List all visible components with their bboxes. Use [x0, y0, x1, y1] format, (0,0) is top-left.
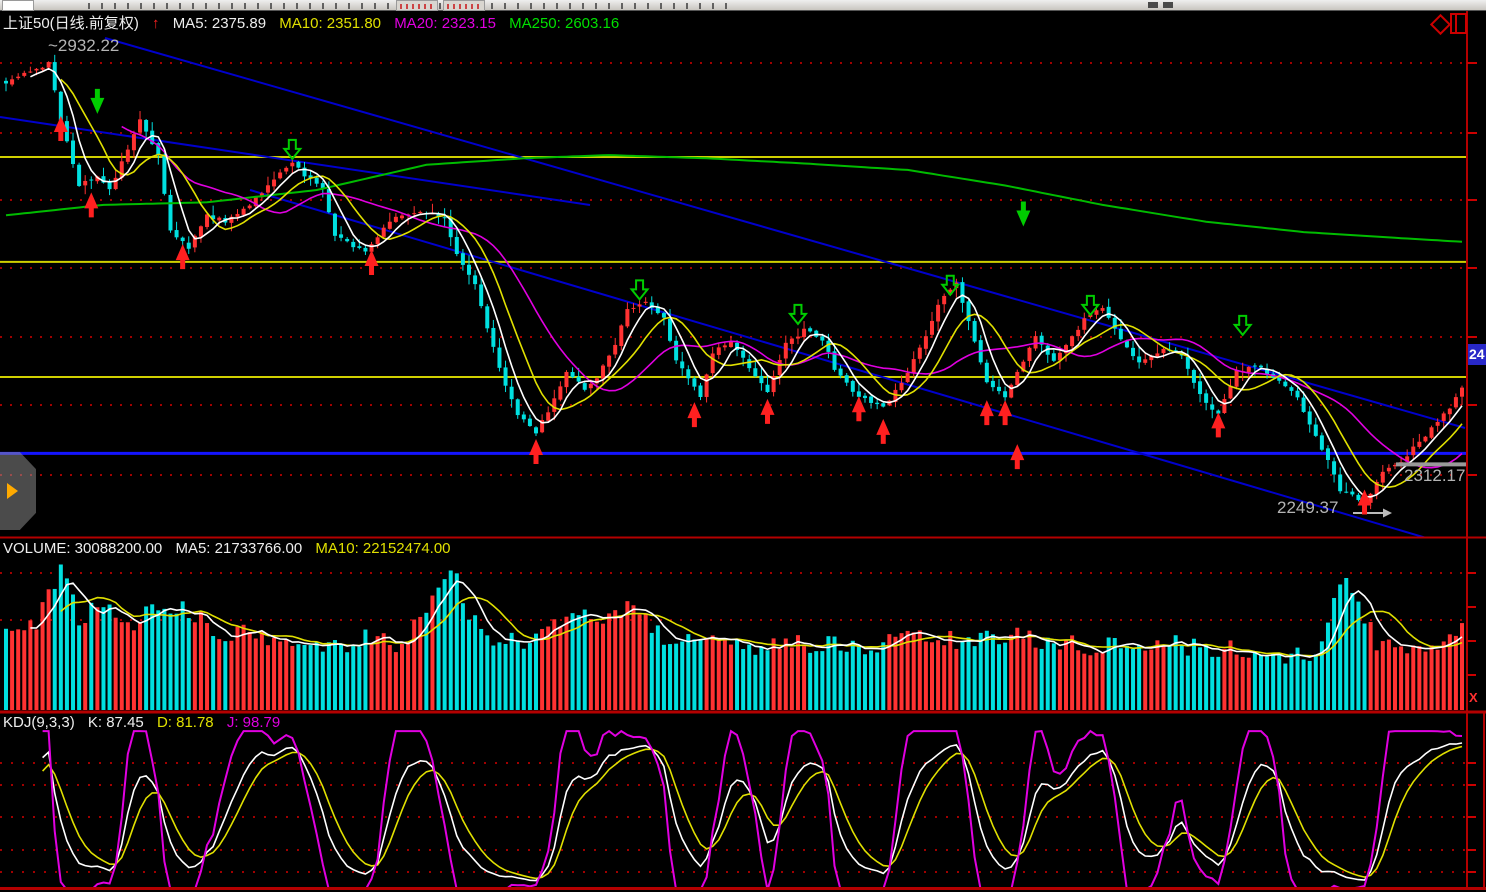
expand-arrow-icon [7, 483, 18, 499]
top-menu-bar [0, 0, 1486, 11]
kdj-d-value: D: 81.78 [156, 714, 214, 731]
pane-close-button[interactable]: X [1469, 690, 1478, 705]
sidebar-expand-tab[interactable] [0, 452, 36, 530]
ma250-value: MA250: 2603.16 [509, 15, 620, 32]
kdj-name: KDJ(9,3,3) [3, 714, 75, 731]
ma5-value: MA5: 2375.89 [172, 15, 267, 32]
kdj-k-value: K: 87.45 [87, 714, 144, 731]
volume-ma10-value: MA10: 22152474.00 [315, 540, 451, 557]
ma10-value: MA10: 2351.80 [279, 15, 382, 32]
axis-price-badge: 24 [1468, 344, 1486, 365]
toolbar-glyph-2 [1163, 2, 1173, 8]
ma20-value: MA20: 2323.15 [394, 15, 496, 32]
split-panel-icon[interactable] [1450, 13, 1467, 34]
volume-pane-header: VOLUME: 30088200.00 MA5: 21733766.00 MA1… [3, 540, 460, 557]
ref-price-label: 2312.17 [1404, 466, 1466, 485]
low-price-label: 2249.37 [1277, 498, 1339, 517]
kdj-j-value: J: 98.79 [226, 714, 281, 731]
menu-logo-box [2, 0, 34, 11]
symbol-title: 上证50(日线.前复权) [3, 15, 139, 32]
quote-button-1[interactable] [396, 0, 438, 11]
volume-ma5-value: MA5: 21733766.00 [175, 540, 303, 557]
quote-button-2[interactable] [443, 0, 485, 11]
peak-price-label: ~2932.22 [48, 36, 120, 55]
volume-value: VOLUME: 30088200.00 [3, 540, 163, 557]
toolbar-glyph-1 [1148, 2, 1158, 8]
main-chart-header: 上证50(日线.前复权) ↑ MA5: 2375.89 MA10: 2351.8… [3, 12, 628, 33]
kdj-pane-header: KDJ(9,3,3) K: 87.45 D: 81.78 J: 98.79 [3, 714, 289, 731]
up-arrow-icon: ↑ [152, 15, 160, 32]
